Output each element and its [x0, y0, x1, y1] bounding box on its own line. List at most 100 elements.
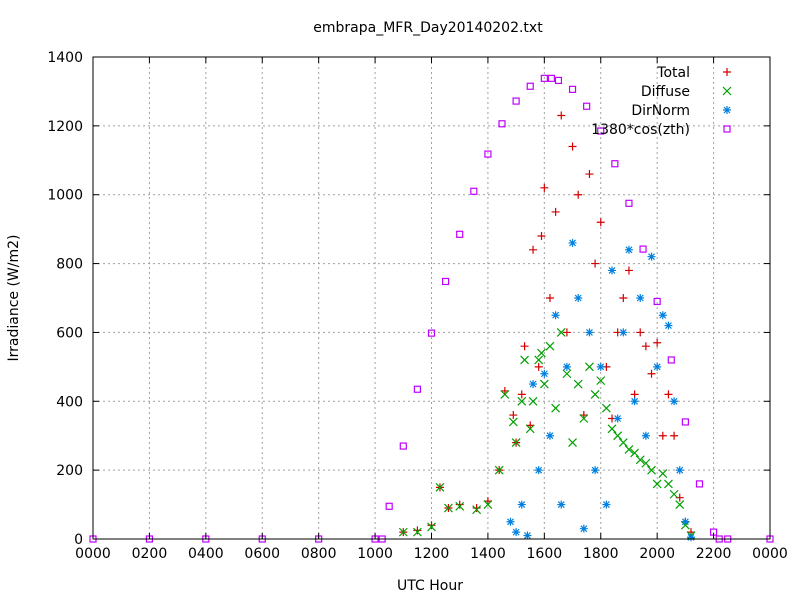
- data-point: [591, 466, 600, 475]
- data-point: [517, 390, 526, 399]
- data-point: [494, 465, 504, 475]
- data-point: [483, 500, 493, 509]
- data-point: [574, 294, 583, 302]
- data-point: [520, 355, 530, 365]
- data-point: [537, 232, 546, 241]
- data-point: [601, 403, 611, 413]
- data-point: [597, 127, 605, 135]
- data-point: [664, 321, 673, 330]
- y-tick-label: 400: [56, 394, 83, 410]
- data-point: [506, 517, 515, 526]
- data-point: [652, 479, 662, 489]
- data-point: [413, 385, 421, 393]
- data-point: [525, 424, 535, 434]
- legend-label: Total: [656, 65, 690, 81]
- data-point: [470, 187, 478, 195]
- data-point: [534, 355, 544, 365]
- grid-lines: [93, 57, 770, 539]
- data-point: [435, 482, 445, 492]
- data-point: [658, 311, 667, 320]
- data-point: [625, 199, 633, 207]
- data-point: [540, 74, 548, 82]
- data-point: [556, 328, 566, 337]
- data-point: [611, 160, 619, 168]
- y-tick-label: 800: [56, 257, 83, 273]
- data-point: [619, 294, 628, 302]
- data-point: [539, 379, 549, 389]
- x-tick-label: 0800: [301, 546, 337, 562]
- y-tick-label: 600: [56, 325, 83, 341]
- data-point: [641, 458, 651, 468]
- data-point: [528, 396, 538, 406]
- legend-marker: [723, 68, 731, 76]
- data-point: [500, 389, 510, 399]
- data-point: [526, 82, 534, 90]
- data-point: [545, 294, 554, 302]
- data-point: [618, 438, 628, 448]
- data-point: [669, 489, 679, 499]
- data-point: [630, 397, 639, 406]
- x-axis-ticks: 0000 0200 0400 0600 0800 1000 1200 1400 1600 1800…: [75, 57, 788, 562]
- y-tick-label: 1000: [47, 188, 83, 204]
- data-point: [687, 533, 696, 542]
- data-point: [568, 142, 577, 151]
- data-point: [573, 379, 583, 389]
- data-point: [670, 431, 679, 440]
- data-point: [537, 348, 546, 358]
- data-point: [484, 150, 492, 158]
- y-tick-label: 0: [74, 532, 83, 548]
- data-point: [517, 500, 526, 509]
- data-point: [442, 277, 450, 286]
- data-point: [585, 170, 594, 179]
- data-point: [385, 502, 393, 510]
- data-point: [512, 97, 520, 105]
- data-point: [585, 328, 594, 337]
- data-point: [635, 455, 645, 465]
- x-axis-label: UTC Hour: [397, 578, 463, 594]
- data-point: [472, 505, 482, 515]
- data-point: [568, 438, 577, 448]
- data-point: [579, 524, 588, 533]
- legend-label: 1380*cos(zth): [591, 122, 690, 138]
- data-point: [590, 389, 600, 399]
- x-tick-label: 1400: [470, 546, 506, 562]
- legend-marker: [723, 125, 731, 133]
- legend: Total Diffuse DirNorm 1380*cos(zth): [591, 65, 732, 138]
- legend-marker: [722, 86, 732, 96]
- legend-marker: [723, 106, 731, 114]
- data-point: [675, 500, 685, 509]
- data-point: [529, 245, 538, 254]
- data-point: [607, 424, 617, 434]
- data-point: [554, 76, 563, 85]
- x-tick-label: 2200: [696, 546, 732, 562]
- data-point: [664, 479, 673, 489]
- data-point: [636, 328, 645, 337]
- data-point: [664, 390, 673, 399]
- data-point: [529, 380, 538, 389]
- data-point: [670, 397, 679, 406]
- y-tick-label: 1400: [47, 50, 83, 66]
- data-point: [508, 417, 518, 427]
- data-point: [534, 466, 543, 475]
- data-point: [602, 500, 611, 509]
- data-point: [641, 431, 650, 440]
- data-point: [647, 252, 656, 261]
- legend-label: Diffuse: [641, 84, 690, 100]
- data-point: [630, 448, 640, 458]
- data-point: [647, 369, 656, 378]
- data-point: [653, 362, 662, 371]
- data-point: [455, 501, 465, 511]
- data-point: [639, 245, 647, 253]
- data-point: [608, 266, 617, 275]
- data-point: [472, 504, 481, 513]
- data-point: [399, 442, 407, 450]
- data-point: [624, 266, 633, 275]
- data-point: [512, 528, 521, 537]
- data-point: [653, 338, 662, 347]
- legend-label: DirNorm: [631, 103, 690, 119]
- series-2: [506, 238, 696, 542]
- data-point: [596, 362, 605, 371]
- data-point: [667, 356, 675, 364]
- data-point: [613, 414, 622, 423]
